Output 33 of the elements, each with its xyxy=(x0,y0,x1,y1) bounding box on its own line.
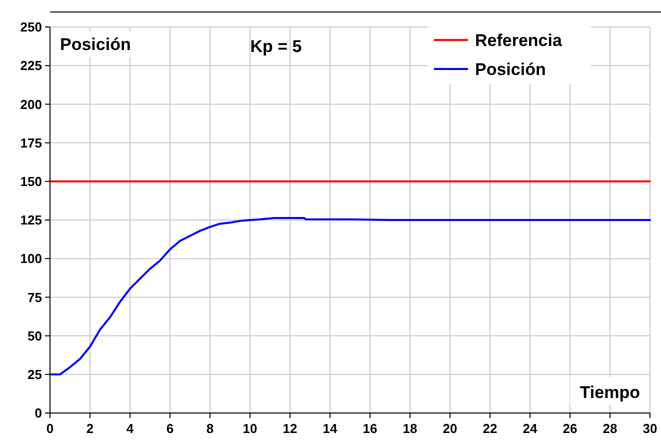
x-tick-label: 16 xyxy=(362,421,378,436)
annotation: Kp = 5 xyxy=(250,37,302,56)
y-tick-label: 250 xyxy=(20,20,42,35)
y-tick-label: 50 xyxy=(28,328,42,344)
y-tick-label: 125 xyxy=(20,212,42,228)
y-tick-label: 175 xyxy=(20,135,42,150)
x-tick-label: 20 xyxy=(442,421,458,436)
legend-label: Referencia xyxy=(475,30,562,50)
x-tick-label: 4 xyxy=(126,421,134,436)
x-tick-label: 2 xyxy=(86,421,94,436)
line-series xyxy=(49,216,651,376)
x-tick-label: 22 xyxy=(482,421,498,436)
x-tick-label: 8 xyxy=(206,421,214,436)
y-axis-title: Posición xyxy=(60,35,131,54)
x-tick-label: 0 xyxy=(46,421,54,436)
x-tick-label: 28 xyxy=(602,421,618,436)
x-tick-label: 24 xyxy=(522,421,538,436)
x-tick-label: 6 xyxy=(166,421,174,436)
y-tick-label: 200 xyxy=(20,96,42,112)
legend-label: Posición xyxy=(475,60,546,79)
y-tick-label: 225 xyxy=(20,58,42,74)
y-tick-label: 0 xyxy=(34,406,42,421)
y-tick-label: 100 xyxy=(20,251,42,266)
x-tick-label: 26 xyxy=(562,421,578,436)
x-tick-label: 18 xyxy=(402,421,418,436)
x-axis-title: Tiempo xyxy=(580,383,640,402)
y-tick-label: 25 xyxy=(28,366,42,382)
x-tick-label: 10 xyxy=(242,421,258,436)
x-tick-label: 14 xyxy=(322,421,338,436)
y-tick-label: 150 xyxy=(20,174,42,189)
x-tick-label: 30 xyxy=(642,421,658,436)
y-tick-label: 75 xyxy=(28,290,42,305)
x-tick-label: 12 xyxy=(282,421,298,436)
